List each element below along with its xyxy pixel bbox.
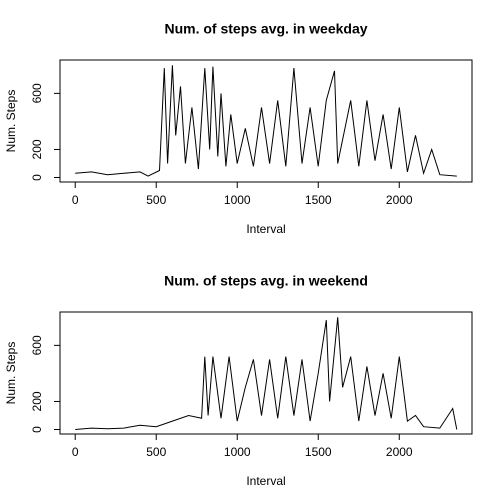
y-tick-label: 200 (30, 139, 44, 159)
data-line (75, 65, 457, 177)
y-axis-label: Num. Steps (4, 342, 18, 405)
plot-box (59, 59, 473, 183)
x-tick-label: 2000 (386, 445, 413, 459)
x-tick-label: 1500 (305, 445, 332, 459)
chart-title: Num. of steps avg. in weekend (164, 273, 368, 289)
y-axis-label: Num. Steps (4, 90, 18, 153)
data-line (75, 317, 458, 430)
x-tick-label: 0 (72, 445, 79, 459)
x-tick-label: 1000 (224, 193, 251, 207)
x-axis-label: Interval (246, 474, 285, 488)
x-tick-label: 2000 (386, 193, 413, 207)
y-tick-label: 200 (30, 391, 44, 411)
x-tick-label: 500 (146, 193, 166, 207)
plot-box (59, 311, 473, 435)
x-tick-label: 1000 (224, 445, 251, 459)
y-tick-label: 600 (30, 83, 44, 103)
x-tick-label: 1500 (305, 193, 332, 207)
y-tick-label: 0 (30, 426, 44, 433)
chart-title: Num. of steps avg. in weekday (164, 21, 367, 37)
y-tick-label: 600 (30, 335, 44, 355)
x-tick-label: 500 (146, 445, 166, 459)
x-tick-label: 0 (72, 193, 79, 207)
x-axis-label: Interval (246, 222, 285, 236)
y-tick-label: 0 (30, 174, 44, 181)
